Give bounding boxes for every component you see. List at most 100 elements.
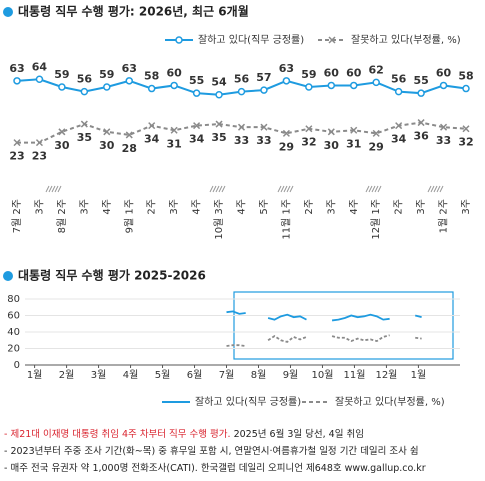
x-tick-label: 3주 xyxy=(34,199,45,215)
point xyxy=(13,77,21,85)
x-tick-label: 8월 2주 xyxy=(56,199,68,233)
x-tick-label: 1월 xyxy=(27,369,43,381)
bullet xyxy=(3,271,13,281)
x-tick-label: 2주 xyxy=(304,199,315,215)
value-label: 28 xyxy=(122,142,137,155)
value-label: 60 xyxy=(346,66,362,79)
value-label: 30 xyxy=(54,139,70,152)
value-label: 31 xyxy=(166,137,181,150)
x-tick-label: 4월 xyxy=(123,369,139,381)
point xyxy=(417,119,425,127)
series-line xyxy=(226,310,422,322)
value-label: 29 xyxy=(279,140,294,153)
value-label: 31 xyxy=(346,137,361,150)
x-tick-label: 11월 xyxy=(343,369,365,381)
x-tick-label: 3주 xyxy=(416,199,427,215)
point xyxy=(215,120,223,128)
value-label: 63 xyxy=(279,62,294,75)
x-tick-label: 2주 xyxy=(394,199,405,215)
note-text: - 2023년부터 주중 조사 기간(화~목) 중 휴무일 포함 시, 연말연시… xyxy=(4,445,419,457)
point xyxy=(417,89,425,97)
x-tick-label: 5주 xyxy=(259,199,270,215)
value-label: 36 xyxy=(413,130,429,143)
x-tick-label: 4주 xyxy=(192,199,203,215)
point xyxy=(282,129,290,137)
value-label: 55 xyxy=(189,74,204,87)
x-tick-label: 4주 xyxy=(237,199,248,215)
point xyxy=(260,86,268,94)
value-label: 56 xyxy=(391,73,407,86)
value-label: 59 xyxy=(301,68,316,81)
value-label: 58 xyxy=(458,70,473,83)
point xyxy=(170,126,178,134)
point xyxy=(58,128,66,136)
note-text: - 매주 전국 유권자 약 1,000명 전화조사(CATI). 한국갤럽 데일… xyxy=(4,462,426,474)
point xyxy=(148,122,156,130)
point xyxy=(350,81,358,90)
value-label: 32 xyxy=(458,136,473,149)
point xyxy=(35,139,43,147)
value-label: 23 xyxy=(32,150,47,163)
x-tick-label: 11월 1주 xyxy=(280,199,292,240)
value-label: 56 xyxy=(77,73,93,86)
series-line xyxy=(226,334,422,347)
point xyxy=(327,81,336,90)
x-tick-label: 2주 xyxy=(147,199,158,215)
point xyxy=(305,125,313,133)
note: - 제21대 이재명 대통령 취임 4주 차부터 직무 수행 평가. 2025년… xyxy=(4,428,364,440)
x-tick-label: 12월 1주 xyxy=(370,199,382,240)
point xyxy=(237,87,246,96)
value-label: 33 xyxy=(256,134,271,147)
point xyxy=(305,83,313,91)
point xyxy=(282,77,291,85)
value-label: 34 xyxy=(189,133,205,146)
point xyxy=(462,84,470,93)
x-tick-label: 7월 2주 xyxy=(11,199,23,233)
point xyxy=(192,89,201,97)
point xyxy=(170,81,178,90)
note-text: 2025년 6월 3일 당선, 4일 취임 xyxy=(231,428,364,440)
value-label: 64 xyxy=(32,60,48,73)
value-label: 34 xyxy=(391,133,407,146)
point xyxy=(372,129,380,137)
x-tick-label: 8월 xyxy=(251,369,267,381)
point xyxy=(80,120,88,128)
point xyxy=(260,123,268,131)
value-label: 33 xyxy=(436,134,451,147)
value-label: 60 xyxy=(166,66,182,79)
value-label: 58 xyxy=(144,70,159,83)
x-tick-label: 6월 xyxy=(187,369,203,381)
x-tick-label: 1월 2주 xyxy=(438,199,450,233)
point xyxy=(215,90,223,99)
x-tick-label: 4주 xyxy=(102,199,113,215)
value-label: 60 xyxy=(436,66,452,79)
x-tick-label: 7월 xyxy=(219,369,235,381)
value-label: 55 xyxy=(413,74,428,87)
x-tick-label: 9월 xyxy=(283,369,299,381)
point xyxy=(80,87,89,96)
point xyxy=(103,83,111,91)
chart-title: 대통령 직무 수행 평가: 2026년, 최근 6개월 xyxy=(18,4,249,19)
point xyxy=(395,122,403,130)
point xyxy=(58,83,66,91)
x-tick-label: 2월 xyxy=(59,369,75,381)
legend-label: 잘하고 있다(직무 긍정률) xyxy=(198,33,304,46)
value-label: 29 xyxy=(369,140,384,153)
value-label: 30 xyxy=(324,139,340,152)
point xyxy=(237,123,246,131)
legend-label: 잘못하고 있다(부정률, %) xyxy=(351,33,461,46)
value-label: 35 xyxy=(77,131,92,144)
point xyxy=(125,77,133,85)
x-tick-label: 3주 xyxy=(169,199,180,215)
value-label: 63 xyxy=(122,62,137,75)
y-tick-label: 60 xyxy=(7,311,20,322)
value-label: 59 xyxy=(54,68,69,81)
x-tick-label: 10월 3주 xyxy=(213,199,225,240)
value-label: 23 xyxy=(9,150,24,163)
legend-label: 잘하고 있다(직무 긍정률) xyxy=(195,395,301,408)
x-tick-label: 9월 1주 xyxy=(123,199,135,233)
value-label: 34 xyxy=(144,133,160,146)
value-label: 60 xyxy=(324,66,340,79)
x-tick-label: 10월 xyxy=(311,369,333,381)
